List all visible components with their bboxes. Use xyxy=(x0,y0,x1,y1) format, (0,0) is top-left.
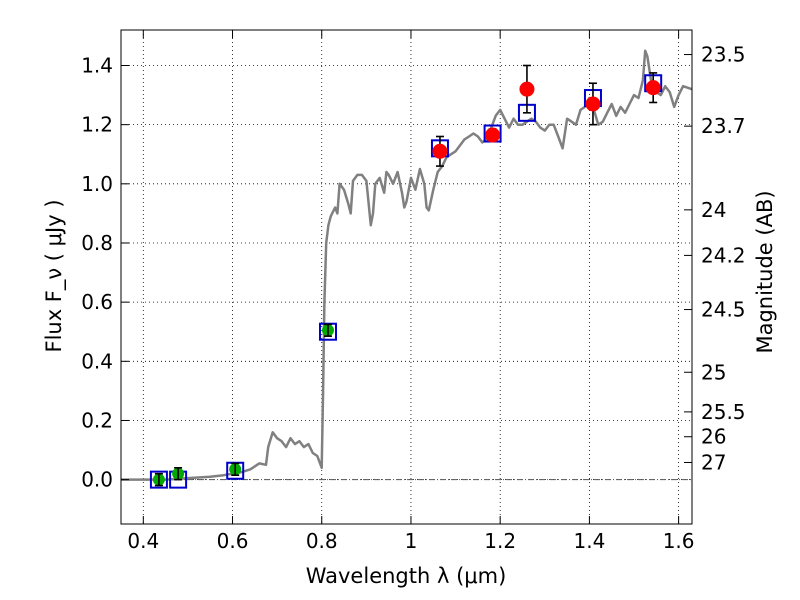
x-tick-label: 0.6 xyxy=(217,529,249,553)
tick-labels: 0.4 0.6 0.8 1 1.2 1.4 1.6 0.0 0.2 0.4 0.6 0.8 1.0 1.2… xyxy=(81,43,745,553)
x-tick-label: 0.4 xyxy=(127,529,159,553)
nir-photometry-point xyxy=(585,96,601,112)
model-photometry-square xyxy=(149,470,168,489)
y-axis-label: Flux F_ν ( μJy ) xyxy=(42,199,67,352)
y-tick-label: 0.4 xyxy=(81,349,113,373)
axis-ticks xyxy=(121,30,692,524)
nir-photometry-point xyxy=(485,127,501,143)
x-tick-label: 1.6 xyxy=(663,529,695,553)
magnitude-tick-label: 24 xyxy=(701,198,726,222)
sed-model-curve xyxy=(121,49,693,481)
magnitude-tick-label: 23.7 xyxy=(701,114,746,138)
magnitude-tick-label: 23.5 xyxy=(701,43,746,67)
magnitude-tick-label: 26 xyxy=(701,425,726,449)
magnitude-tick-label: 27 xyxy=(701,450,726,474)
y-tick-label: 1.0 xyxy=(81,172,113,196)
x-axis-label: Wavelength λ (μm) xyxy=(306,564,507,588)
x-tick-label: 0.8 xyxy=(306,529,338,553)
magnitude-tick-label: 24.5 xyxy=(701,298,746,322)
y-tick-label: 1.2 xyxy=(81,113,113,137)
nir-photometry-point xyxy=(645,80,661,96)
x-tick-label: 1.4 xyxy=(573,529,605,553)
y-tick-label: 0.6 xyxy=(81,290,113,314)
x-tick-label: 1.2 xyxy=(484,529,516,553)
model-sed-line xyxy=(121,49,693,481)
magnitude-tick-label: 25.5 xyxy=(701,400,746,424)
magnitude-tick-label: 25 xyxy=(701,360,726,384)
y-tick-label: 0.0 xyxy=(81,468,113,492)
y-tick-label: 0.2 xyxy=(81,408,113,432)
nir-photometry-point xyxy=(432,143,448,159)
y-tick-label: 1.4 xyxy=(81,53,113,77)
photometry-markers xyxy=(149,64,663,489)
x-tick-label: 1 xyxy=(405,529,418,553)
y-tick-label: 0.8 xyxy=(81,231,113,255)
plot-frame xyxy=(120,29,693,525)
grid-lines xyxy=(121,30,692,524)
nir-photometry-point xyxy=(519,81,535,97)
magnitude-axis-label: Magnitude (AB) xyxy=(753,190,777,353)
magnitude-tick-label: 24.2 xyxy=(701,243,746,267)
